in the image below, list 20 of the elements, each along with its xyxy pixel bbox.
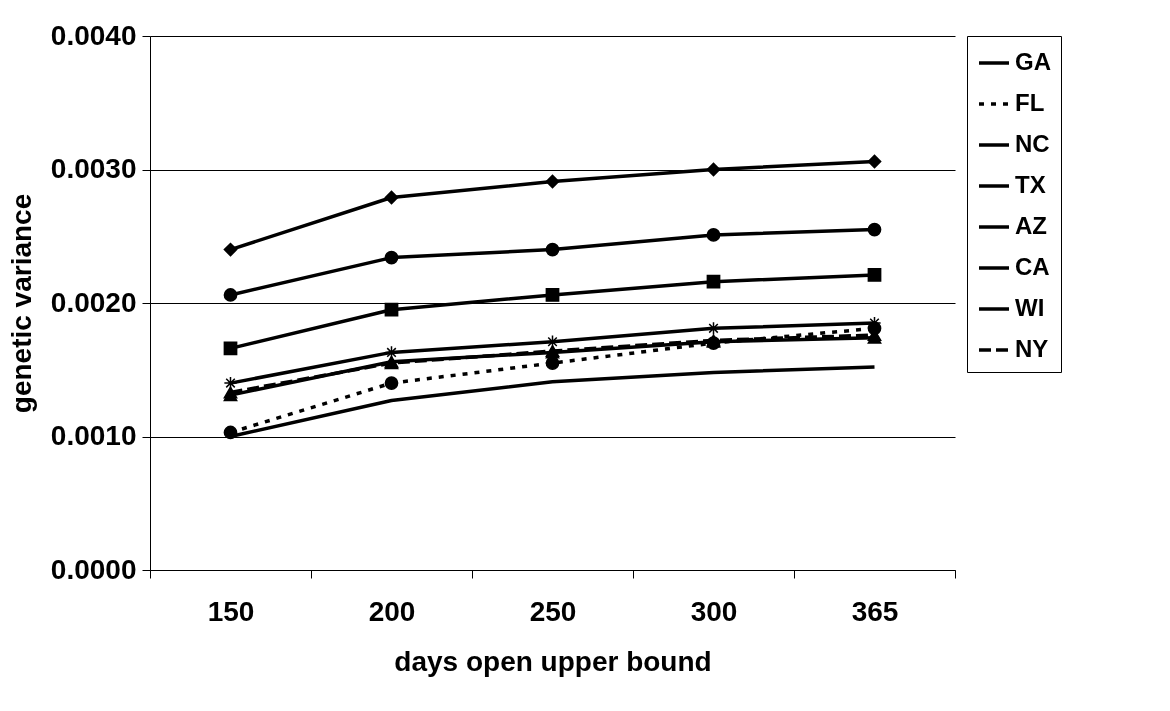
x-tick-label: 150 bbox=[207, 595, 255, 627]
y-tick-label: 0.0030 bbox=[50, 153, 137, 184]
y-tick-label: 0.0020 bbox=[50, 286, 137, 318]
legend-label: FL bbox=[1015, 89, 1045, 116]
legend-label: NC bbox=[1015, 130, 1050, 157]
y-tick-label: 0.0010 bbox=[50, 420, 137, 451]
y-axis-title: genetic variance bbox=[5, 193, 37, 414]
x-tick-label: 365 bbox=[851, 595, 899, 627]
legend-label: GA bbox=[1015, 48, 1051, 75]
x-axis-title: days open upper bound bbox=[394, 645, 712, 677]
legend-label: AZ bbox=[1015, 212, 1047, 239]
x-tick-label: 200 bbox=[368, 595, 416, 627]
y-tick-label: 0.0040 bbox=[50, 19, 137, 51]
legend-label: WI bbox=[1015, 294, 1045, 321]
legend-label: NY bbox=[1015, 335, 1049, 362]
x-tick-label: 250 bbox=[529, 595, 577, 627]
y-tick-label: 0.0000 bbox=[50, 553, 137, 585]
x-tick-label: 300 bbox=[690, 595, 738, 627]
legend-label: CA bbox=[1015, 253, 1050, 280]
legend-label: TX bbox=[1015, 171, 1046, 198]
